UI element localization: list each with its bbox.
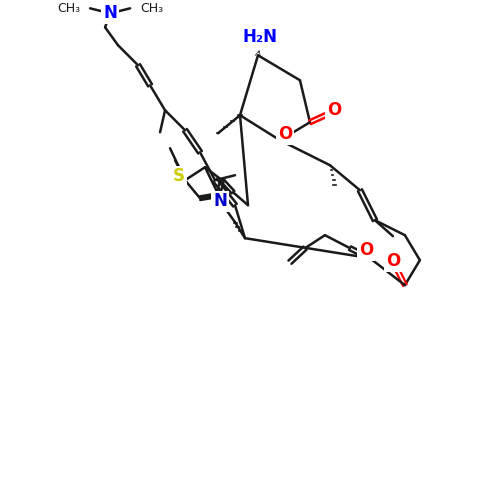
Text: O: O [359, 241, 373, 259]
Text: O: O [278, 125, 292, 143]
Text: O: O [327, 102, 341, 119]
Text: CH₃: CH₃ [140, 2, 163, 15]
Text: N: N [213, 192, 227, 210]
Text: O: O [386, 252, 400, 270]
Text: S: S [173, 167, 185, 185]
Text: H₂N: H₂N [242, 28, 278, 46]
Text: CH₃: CH₃ [57, 2, 80, 15]
Text: H₂N: H₂N [242, 30, 278, 48]
Text: N: N [103, 4, 117, 22]
